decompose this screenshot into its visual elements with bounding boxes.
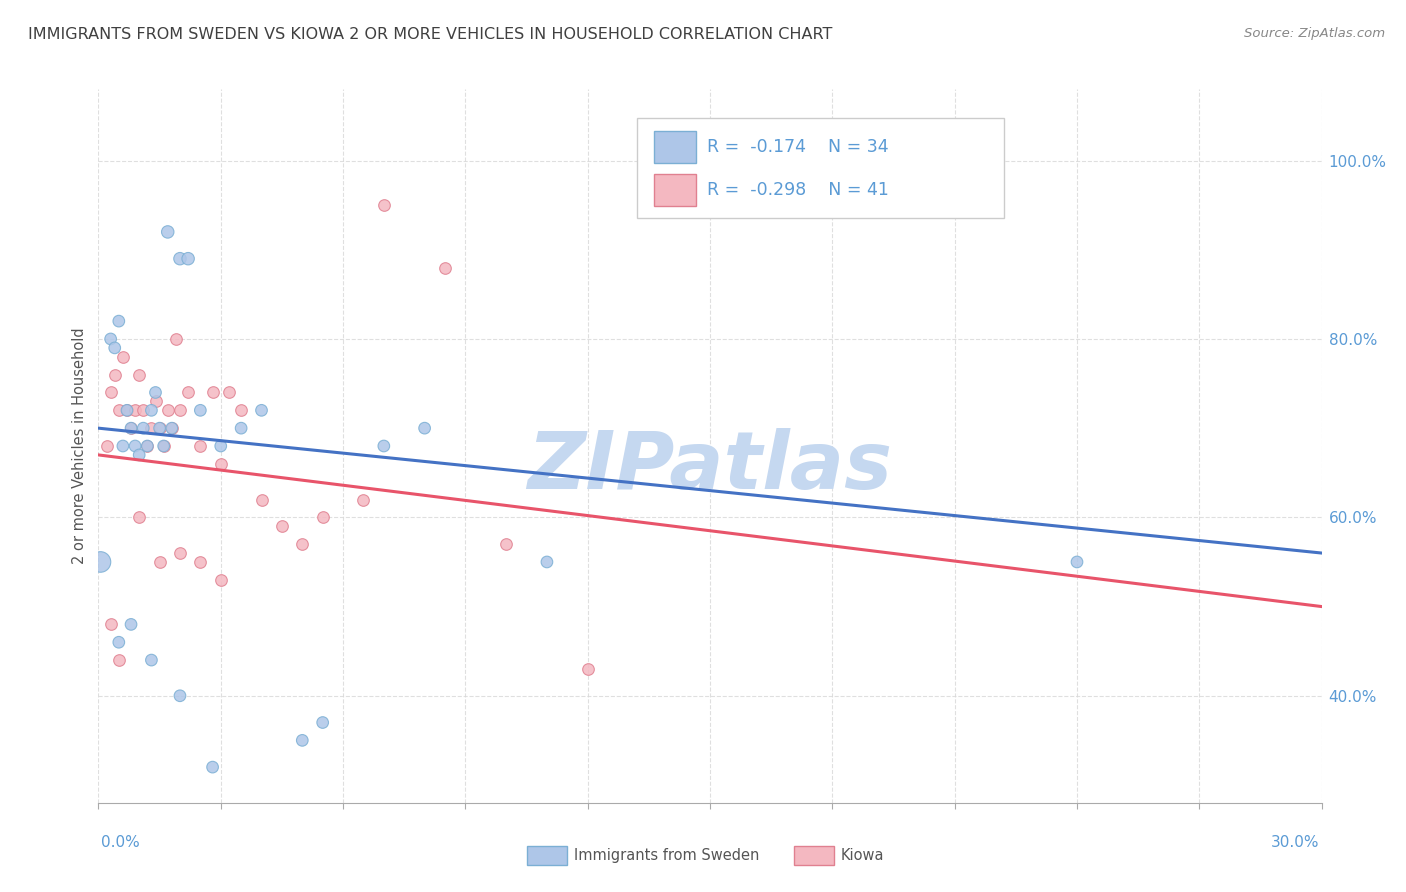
Point xyxy=(100,332,122,346)
Text: Source: ZipAtlas.com: Source: ZipAtlas.com xyxy=(1244,27,1385,40)
Point xyxy=(312,510,335,524)
Point xyxy=(149,421,172,435)
Point xyxy=(132,403,155,417)
Point xyxy=(152,439,174,453)
Point xyxy=(108,635,131,649)
Point xyxy=(160,421,183,435)
Point xyxy=(156,225,179,239)
Text: Immigrants from Sweden: Immigrants from Sweden xyxy=(574,848,759,863)
Point xyxy=(108,653,131,667)
Point xyxy=(373,439,395,453)
Point xyxy=(1066,555,1088,569)
Point xyxy=(128,368,150,382)
Point xyxy=(111,439,134,453)
Point xyxy=(156,403,179,417)
Point xyxy=(201,385,224,400)
Point xyxy=(136,439,159,453)
Point xyxy=(352,492,374,507)
Point xyxy=(188,555,212,569)
Point xyxy=(100,617,122,632)
Point xyxy=(120,421,142,435)
Point xyxy=(149,421,172,435)
Point xyxy=(120,617,142,632)
Point xyxy=(250,492,273,507)
Text: 0.0%: 0.0% xyxy=(101,836,141,850)
Text: IMMIGRANTS FROM SWEDEN VS KIOWA 2 OR MORE VEHICLES IN HOUSEHOLD CORRELATION CHAR: IMMIGRANTS FROM SWEDEN VS KIOWA 2 OR MOR… xyxy=(28,27,832,42)
Point xyxy=(231,421,253,435)
Point xyxy=(373,198,395,212)
Point xyxy=(141,421,163,435)
Point xyxy=(169,689,191,703)
Point xyxy=(209,439,232,453)
Point xyxy=(169,252,191,266)
Point xyxy=(312,715,335,730)
Point xyxy=(177,385,200,400)
Point xyxy=(152,439,174,453)
Point xyxy=(149,555,172,569)
Point xyxy=(132,421,155,435)
Point xyxy=(120,421,142,435)
Point xyxy=(231,403,253,417)
Point xyxy=(104,368,127,382)
Text: R =  -0.174    N = 34: R = -0.174 N = 34 xyxy=(707,137,889,156)
Point xyxy=(136,439,159,453)
Point xyxy=(218,385,240,400)
Point xyxy=(291,733,314,747)
Point xyxy=(128,448,150,462)
Point xyxy=(169,403,191,417)
Point xyxy=(96,439,118,453)
Point xyxy=(165,332,187,346)
Point xyxy=(128,510,150,524)
Point xyxy=(536,555,558,569)
Text: R =  -0.298    N = 41: R = -0.298 N = 41 xyxy=(707,181,889,199)
Point xyxy=(413,421,436,435)
Point xyxy=(209,573,232,587)
Point xyxy=(115,403,138,417)
Point xyxy=(188,439,212,453)
Point xyxy=(111,350,134,364)
Point xyxy=(141,653,163,667)
Text: 30.0%: 30.0% xyxy=(1271,836,1319,850)
Point xyxy=(188,403,212,417)
Point xyxy=(100,385,122,400)
Text: ZIPatlas: ZIPatlas xyxy=(527,428,893,507)
Y-axis label: 2 or more Vehicles in Household: 2 or more Vehicles in Household xyxy=(72,327,87,565)
Point xyxy=(141,403,163,417)
Point xyxy=(108,403,131,417)
Point xyxy=(291,537,314,551)
Point xyxy=(108,314,131,328)
Point xyxy=(160,421,183,435)
Point xyxy=(124,439,146,453)
Point xyxy=(169,546,191,560)
Point xyxy=(145,385,167,400)
Text: Kiowa: Kiowa xyxy=(841,848,884,863)
Point xyxy=(250,403,273,417)
Point xyxy=(104,341,127,355)
Point xyxy=(433,260,456,275)
Point xyxy=(209,457,232,471)
Point xyxy=(115,403,138,417)
Point xyxy=(201,760,224,774)
Point xyxy=(89,555,111,569)
Point xyxy=(495,537,517,551)
Point xyxy=(576,662,599,676)
Point xyxy=(270,519,294,533)
Point xyxy=(145,394,167,409)
Point xyxy=(124,403,146,417)
Point xyxy=(177,252,200,266)
